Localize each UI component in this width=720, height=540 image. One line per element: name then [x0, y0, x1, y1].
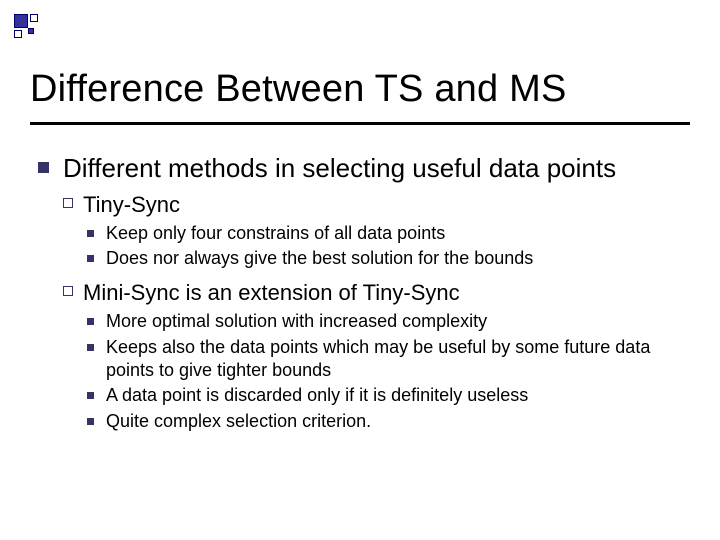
- title-underline: [30, 122, 690, 125]
- hollow-square-bullet-icon: [63, 286, 73, 296]
- small-square-bullet-icon: [87, 230, 94, 237]
- level3-text: Keeps also the data points which may be …: [106, 336, 690, 383]
- bullet-level3: Quite complex selection criterion.: [87, 410, 690, 433]
- level3-text: Quite complex selection criterion.: [106, 410, 371, 433]
- level3-text: A data point is discarded only if it is …: [106, 384, 528, 407]
- bullet-level3: More optimal solution with increased com…: [87, 310, 690, 333]
- level2-text: Tiny-Sync: [83, 191, 180, 219]
- small-square-bullet-icon: [87, 344, 94, 351]
- small-square-bullet-icon: [87, 318, 94, 325]
- bullet-level1: Different methods in selecting useful da…: [38, 152, 690, 433]
- level3-text: Does nor always give the best solution f…: [106, 247, 533, 270]
- square-bullet-icon: [38, 162, 49, 173]
- bullet-level3: Does nor always give the best solution f…: [87, 247, 690, 270]
- bullet-level3: A data point is discarded only if it is …: [87, 384, 690, 407]
- slide-title: Difference Between TS and MS: [30, 68, 567, 111]
- bullet-level2: Mini-Sync is an extension of Tiny-Sync M…: [63, 279, 690, 433]
- bullet-level2: Tiny-Sync Keep only four constrains of a…: [63, 191, 690, 271]
- bullet-level3: Keeps also the data points which may be …: [87, 336, 690, 383]
- level3-text: Keep only four constrains of all data po…: [106, 222, 445, 245]
- small-square-bullet-icon: [87, 255, 94, 262]
- small-square-bullet-icon: [87, 392, 94, 399]
- level1-text: Different methods in selecting useful da…: [63, 152, 616, 185]
- level3-text: More optimal solution with increased com…: [106, 310, 487, 333]
- hollow-square-bullet-icon: [63, 198, 73, 208]
- slide-content: Different methods in selecting useful da…: [38, 152, 690, 441]
- level2-text: Mini-Sync is an extension of Tiny-Sync: [83, 279, 460, 307]
- small-square-bullet-icon: [87, 418, 94, 425]
- bullet-level3: Keep only four constrains of all data po…: [87, 222, 690, 245]
